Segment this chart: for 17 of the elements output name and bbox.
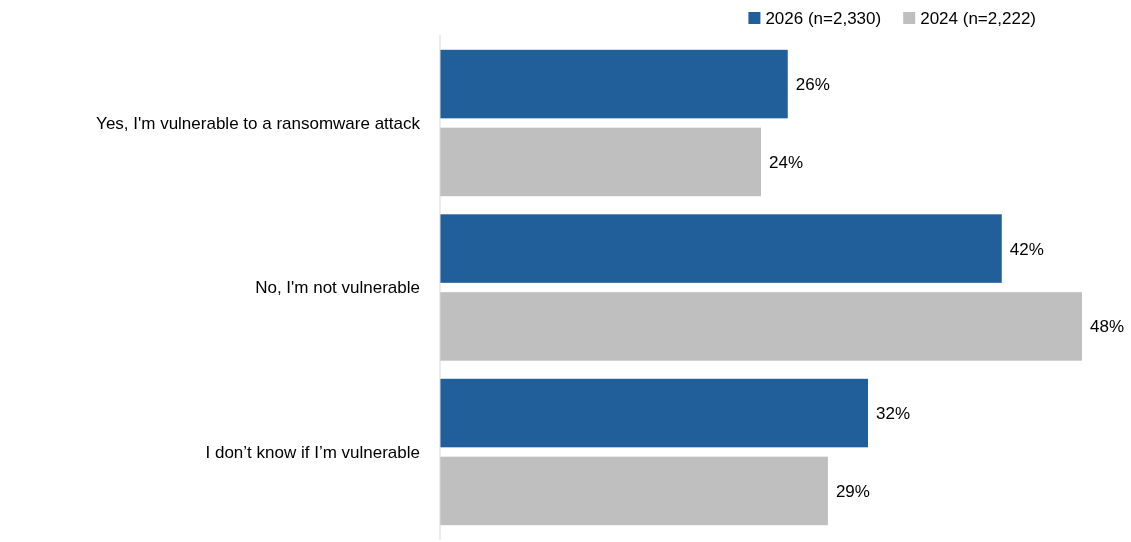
bar (440, 378, 868, 448)
data-label: 26% (795, 75, 830, 95)
data-label: 42% (1009, 239, 1044, 259)
y-tick-label: Yes, I'm vulnerable to a ransomware attack (96, 113, 421, 133)
bar (440, 292, 1082, 361)
data-label: 48% (1090, 317, 1125, 337)
bar (440, 49, 788, 119)
bar (440, 214, 1002, 283)
legend-label: 2026 (n=2,330) (765, 8, 882, 28)
y-tick-label: I don’t know if I’m vulnerable (205, 442, 420, 462)
legend-label: 2024 (n=2,222) (920, 8, 1036, 28)
y-tick-label: No, I'm not vulnerable (255, 278, 420, 298)
bar (440, 456, 828, 526)
data-label: 29% (835, 481, 870, 501)
bar (440, 127, 761, 197)
data-label: 32% (876, 404, 911, 424)
data-label: 24% (769, 152, 804, 172)
